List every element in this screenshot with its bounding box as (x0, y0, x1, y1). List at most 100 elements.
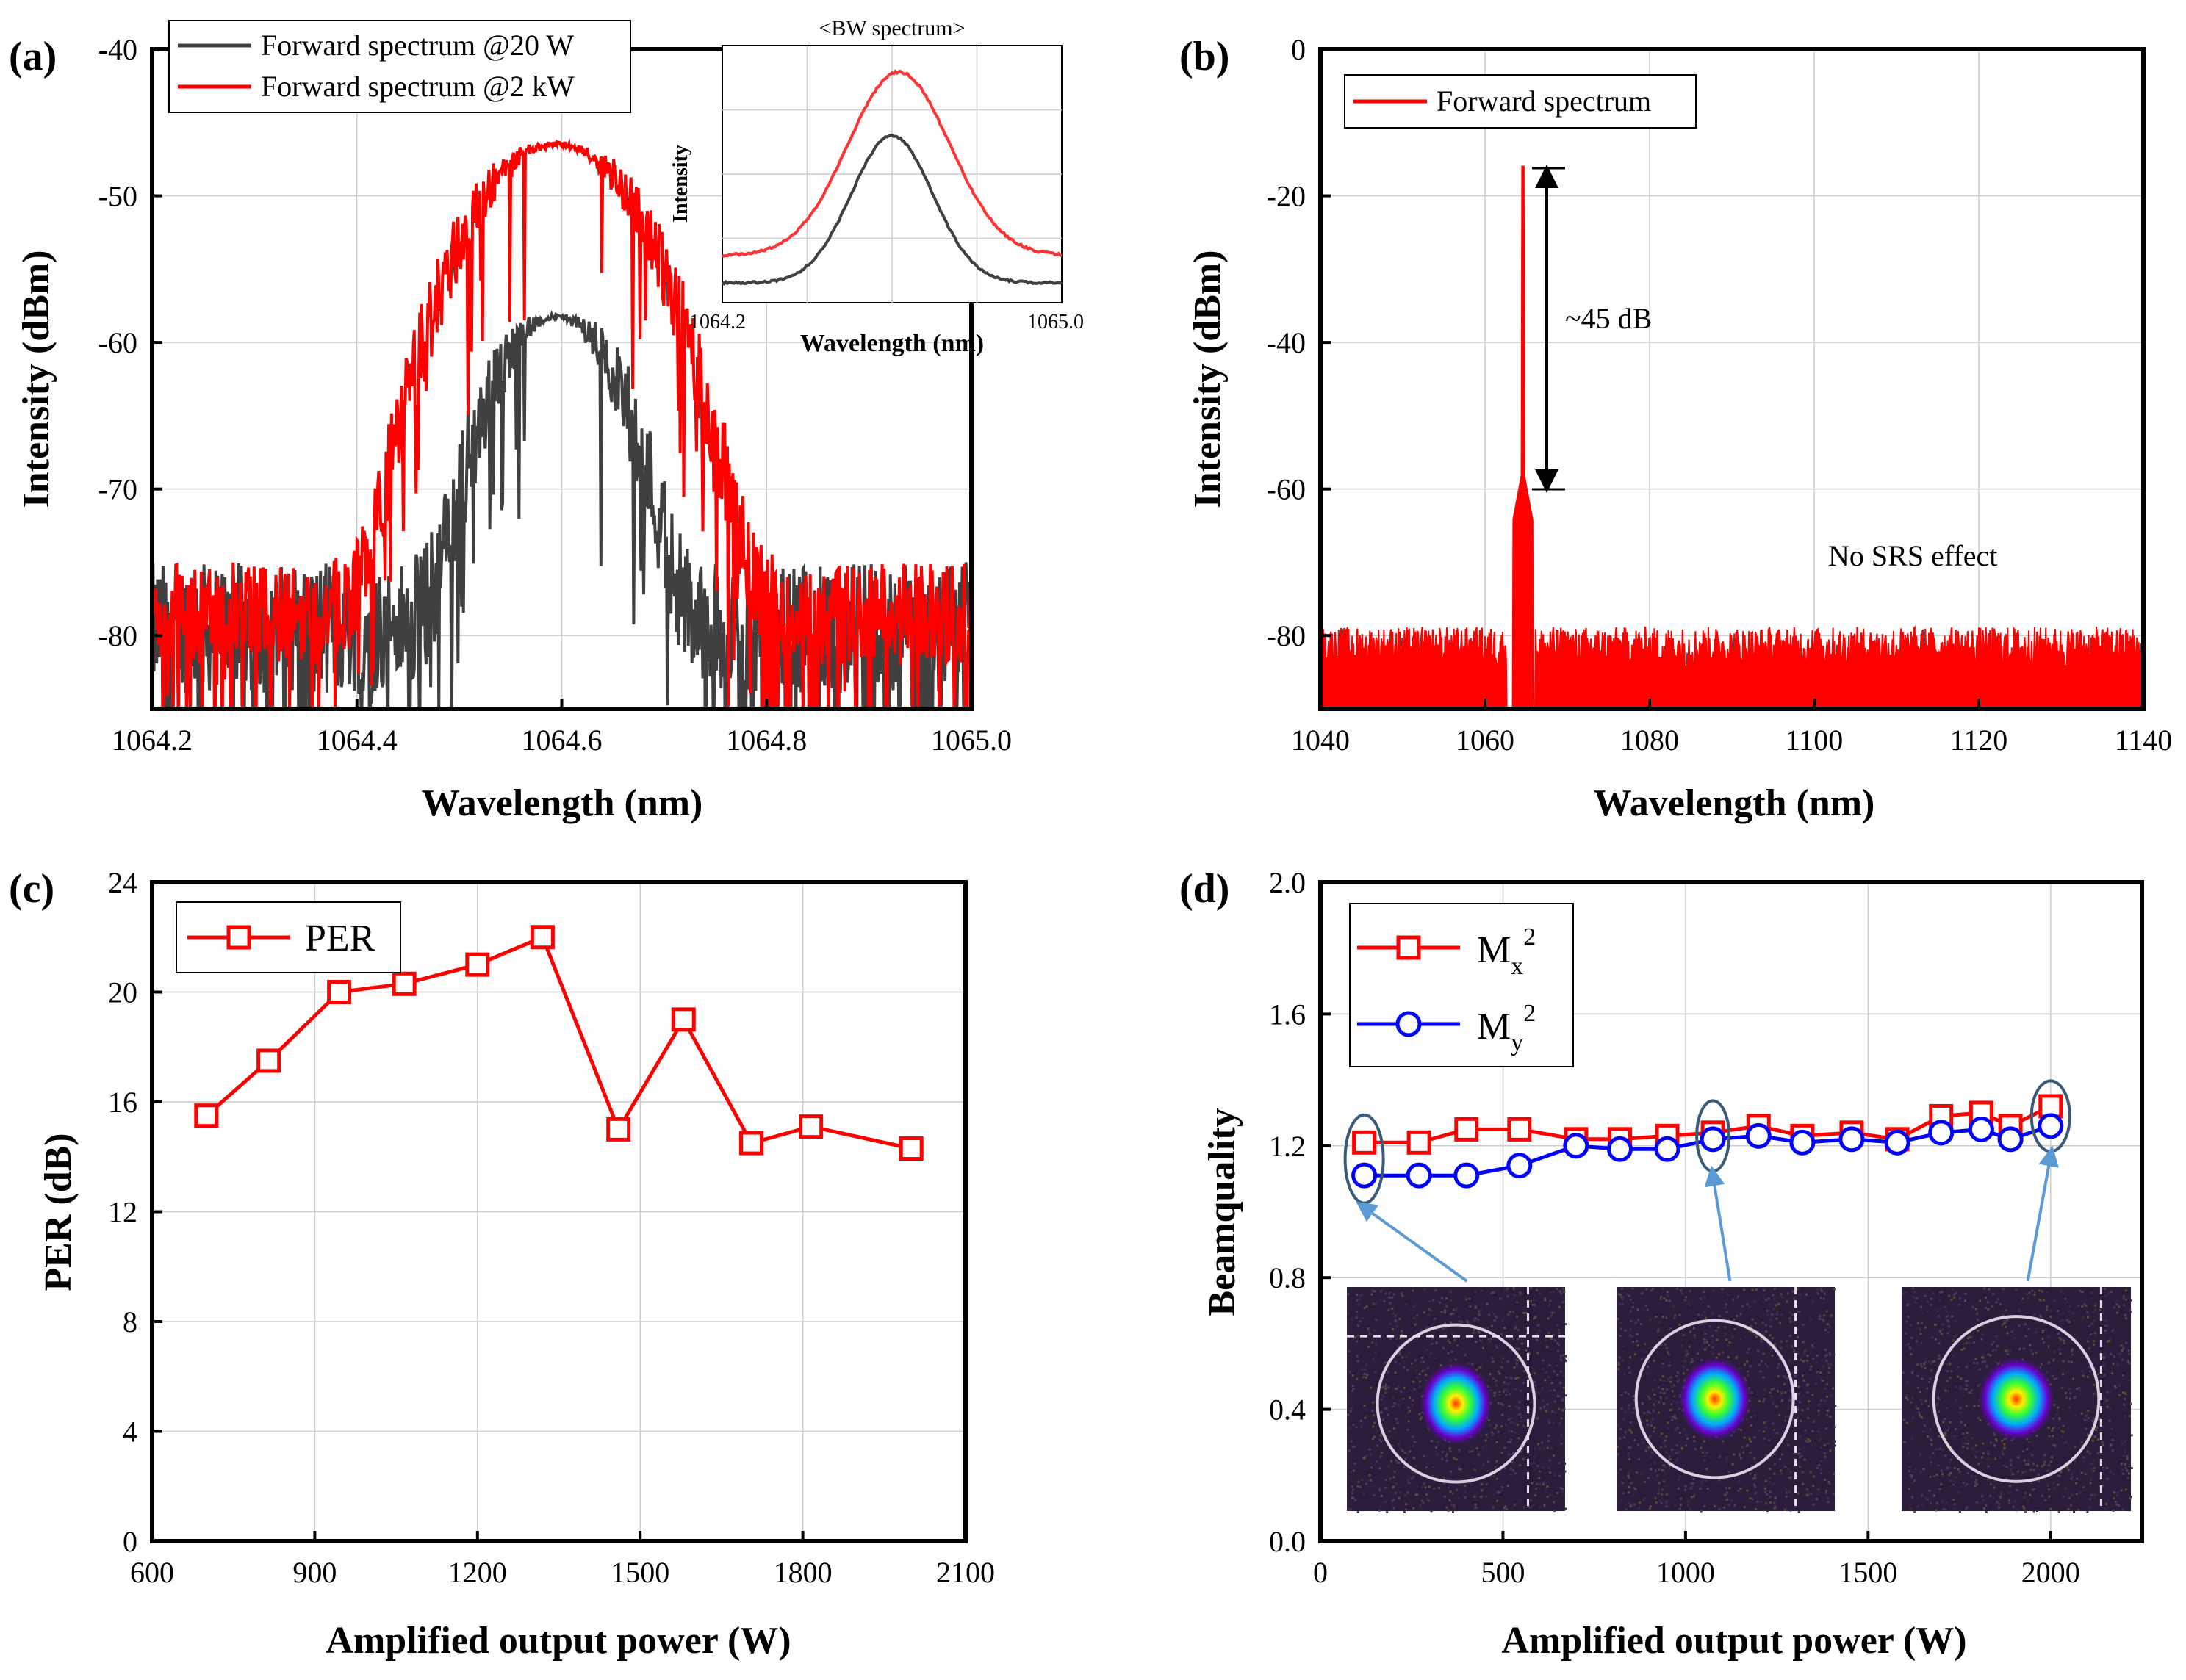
beam-image-noise (1966, 1447, 1969, 1450)
beam-image-noise (1644, 1304, 1647, 1307)
beam-image-noise (1805, 1293, 1808, 1296)
beam-image-noise (1669, 1409, 1672, 1411)
beam-image-noise (2044, 1499, 2047, 1501)
beam-image-noise (2062, 1360, 2065, 1363)
beam-image-noise (1425, 1325, 1428, 1328)
beam-image-noise (1660, 1501, 1663, 1504)
beam-image-noise (1726, 1491, 1728, 1494)
beam-image-noise (1428, 1308, 1431, 1311)
beam-image-noise (1431, 1325, 1434, 1327)
beam-image-noise (1953, 1296, 1956, 1299)
beam-image-noise (1682, 1372, 1685, 1375)
beam-image-noise (1960, 1349, 1963, 1351)
beam-image-noise (1415, 1376, 1418, 1379)
beam-image-noise (1383, 1361, 1386, 1364)
beam-image-noise (1798, 1466, 1801, 1468)
beam-image-noise (1547, 1418, 1550, 1421)
beam-image-noise (1487, 1326, 1489, 1329)
beam-image-noise (1458, 1320, 1461, 1322)
beam-image-noise (1678, 1452, 1680, 1454)
beam-image-noise (1692, 1327, 1695, 1330)
inset-x-label: Wavelength (nm) (800, 330, 984, 357)
beam-image-noise (1965, 1384, 1968, 1387)
beam-image-noise (1955, 1320, 1957, 1322)
beam-image-noise (2128, 1296, 2131, 1299)
beam-image-noise (1517, 1328, 1520, 1331)
beam-image-noise (2014, 1500, 2017, 1503)
beam-image-noise (1543, 1504, 1546, 1507)
beam-image-noise (2106, 1405, 2109, 1408)
beam-image-noise (1833, 1288, 1836, 1291)
beam-image-noise (1406, 1429, 1409, 1431)
beam-image-noise (1910, 1437, 1913, 1440)
beam-image-noise (1718, 1508, 1721, 1510)
beam-image-noise (1749, 1497, 1752, 1499)
beam-image-noise (1732, 1298, 1735, 1301)
beam-image-noise (2052, 1417, 2054, 1420)
beam-image-noise (2083, 1419, 2086, 1421)
beam-image-noise (1496, 1499, 1498, 1502)
y-tick-label: 4 (123, 1416, 137, 1449)
beam-image-noise (2088, 1347, 2090, 1350)
beam-image-noise (2015, 1289, 2018, 1291)
beam-image-noise (1789, 1471, 1792, 1474)
beam-image-noise (1535, 1391, 1538, 1394)
beam-image-noise (1811, 1300, 1814, 1303)
y-axis-label-c: PER (dB) (37, 1133, 79, 1291)
beam-image-noise (1816, 1371, 1819, 1374)
beam-image-noise (1478, 1314, 1481, 1317)
beam-image-noise (1764, 1480, 1767, 1482)
beam-image-noise (2109, 1337, 2112, 1340)
beam-image-noise (1916, 1297, 1919, 1299)
beam-image-noise (1807, 1493, 1810, 1496)
beam-image-noise (2033, 1293, 2036, 1296)
beam-image-noise (1553, 1510, 1556, 1513)
y-tick-label: 1.6 (1269, 998, 1306, 1031)
beam-image-noise (1412, 1380, 1414, 1383)
beam-image-noise (1547, 1467, 1550, 1470)
beam-image-noise (1523, 1459, 1526, 1462)
beam-image-noise (2088, 1416, 2090, 1419)
beam-image-noise (1680, 1447, 1683, 1450)
beam-image-noise (1982, 1499, 1985, 1501)
beam-image-noise (1529, 1499, 1532, 1502)
beam-image-noise (2089, 1506, 2092, 1509)
beam-image-noise (1431, 1343, 1434, 1346)
x-tick-label: 1064.8 (726, 724, 807, 757)
beam-image-noise (1512, 1337, 1514, 1340)
beam-image-noise (2008, 1499, 2010, 1502)
beam-image-noise (1769, 1395, 1772, 1398)
beam-image-noise (1481, 1434, 1483, 1437)
beam-image-noise (1447, 1509, 1450, 1512)
beam-image-noise (1678, 1378, 1680, 1381)
beam-image-noise (1915, 1405, 1918, 1408)
beam-image-noise (1685, 1354, 1688, 1357)
beam-image-noise (1490, 1324, 1493, 1327)
beam-image-noise (1363, 1456, 1366, 1459)
x-tick-label: 1500 (611, 1556, 669, 1589)
beam-image-noise (1959, 1407, 1962, 1410)
beam-image-noise (1960, 1388, 1963, 1390)
beam-image-noise (1991, 1349, 1994, 1352)
beam-image-noise (2047, 1335, 2050, 1338)
beam-image-noise (1511, 1430, 1514, 1433)
beam-image-noise (1445, 1506, 1448, 1509)
beam-image-noise (2090, 1291, 2093, 1294)
beam-image-noise (1796, 1328, 1799, 1331)
beam-image-noise (1513, 1504, 1516, 1507)
beam-image-noise (1414, 1359, 1417, 1362)
beam-image-noise (1789, 1477, 1792, 1480)
beam-image-noise (1469, 1481, 1472, 1484)
beam-image-noise (1829, 1416, 1832, 1418)
beam-image-noise (1738, 1452, 1741, 1455)
beam-image-noise (1797, 1287, 1800, 1290)
mx2-data-point (1507, 1117, 1532, 1142)
beam-image-noise (1398, 1496, 1401, 1499)
beam-image-noise (1820, 1378, 1822, 1381)
beam-image-noise (1497, 1402, 1500, 1405)
beam-image-noise (1351, 1390, 1353, 1392)
beam-image-noise (1791, 1290, 1794, 1293)
beam-image-noise (1640, 1292, 1643, 1295)
beam-image-noise (1365, 1376, 1367, 1379)
beam-image-noise (2085, 1305, 2088, 1307)
